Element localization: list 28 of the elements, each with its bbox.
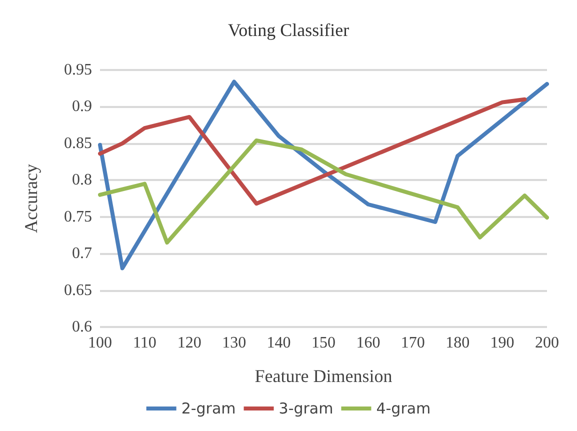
y-tick-label: 0.65 bbox=[64, 282, 92, 299]
y-tick-label: 0.6 bbox=[72, 318, 92, 336]
x-tick-label: 200 bbox=[535, 334, 559, 352]
y-tick-label: 0.8 bbox=[72, 172, 92, 189]
x-axis-title: Feature Dimension bbox=[254, 366, 392, 386]
x-tick-label: 190 bbox=[490, 334, 514, 352]
chart-title: Voting Classifier bbox=[228, 20, 350, 40]
line-series bbox=[98, 97, 527, 206]
x-tick-label: 120 bbox=[177, 334, 202, 352]
x-tick-label: 150 bbox=[312, 334, 336, 352]
x-tick-label: 140 bbox=[266, 334, 291, 352]
x-tick-label: 110 bbox=[132, 334, 156, 352]
x-tick-label: 160 bbox=[356, 334, 380, 352]
y-tick-label: 0.95 bbox=[64, 62, 92, 78]
line-series bbox=[98, 80, 549, 270]
y-tick-label: 0.7 bbox=[72, 245, 92, 262]
legend-label: 2-gram bbox=[181, 400, 236, 418]
x-tick-label: 170 bbox=[400, 334, 425, 352]
y-tick-label: 0.75 bbox=[64, 208, 92, 226]
x-tick-label: 180 bbox=[446, 334, 470, 352]
y-tick-label: 0.85 bbox=[64, 134, 92, 152]
legend-label: 3-gram bbox=[278, 400, 334, 418]
y-tick-label: 0.9 bbox=[72, 98, 92, 116]
line-series bbox=[98, 138, 549, 245]
x-tick-label: 100 bbox=[88, 334, 112, 352]
legend-label: 4-gram bbox=[376, 400, 431, 418]
y-axis-title: Accuracy bbox=[21, 164, 41, 233]
x-tick-label: 130 bbox=[222, 334, 246, 352]
